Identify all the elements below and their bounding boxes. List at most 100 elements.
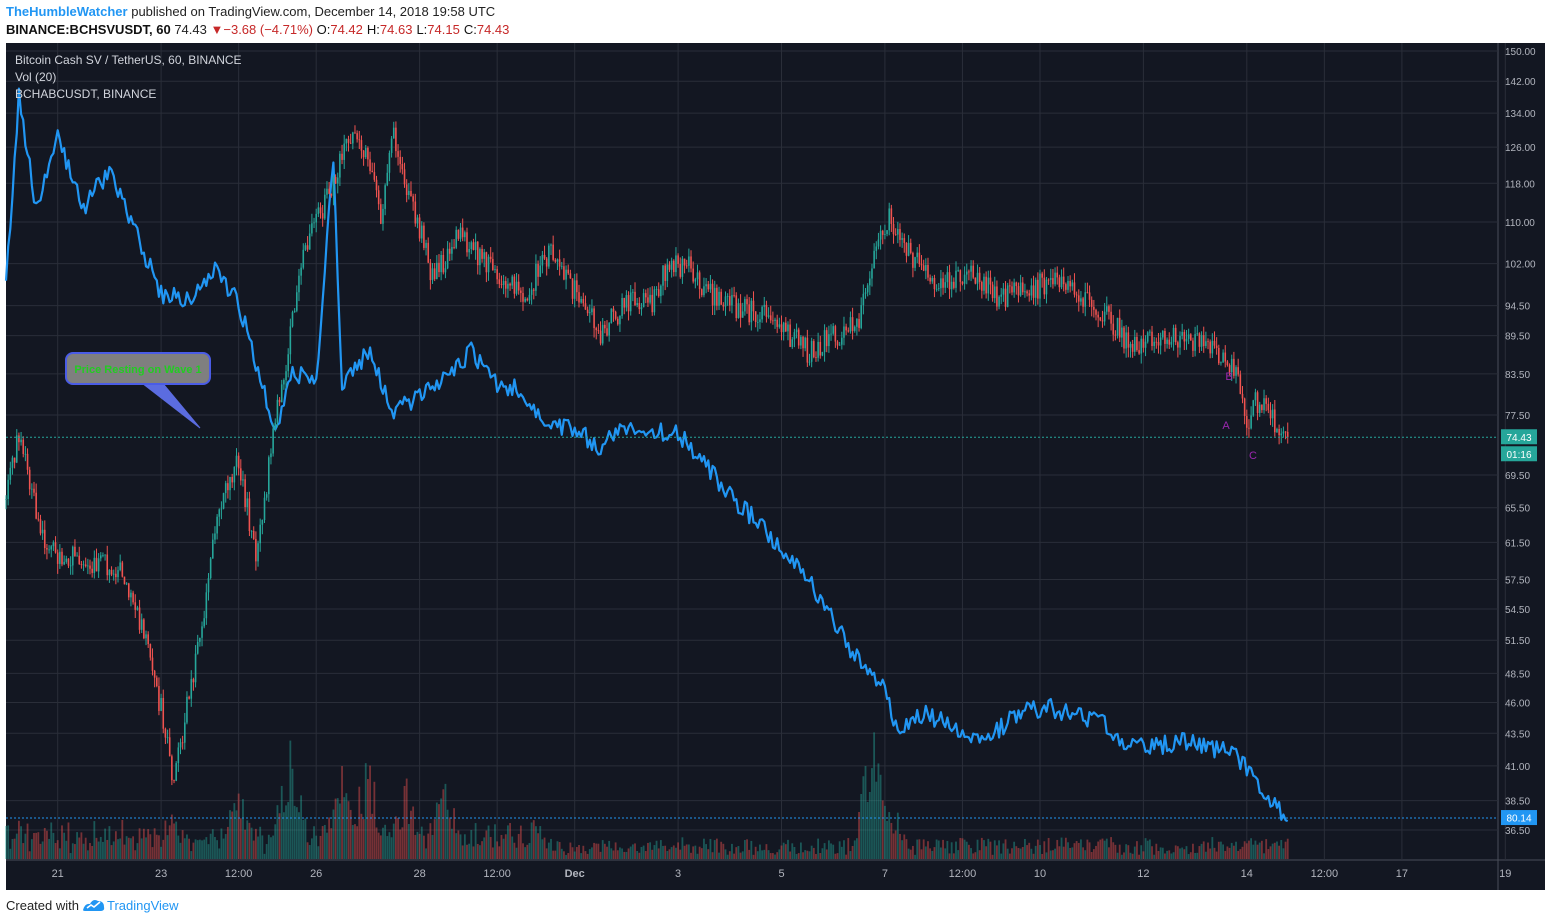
- candle-body: [1082, 298, 1084, 307]
- legend-compare[interactable]: BCHABCUSDT, BINANCE: [15, 87, 156, 101]
- candle-body: [384, 185, 386, 209]
- candle-body: [935, 288, 938, 290]
- volume-bar: [793, 846, 796, 859]
- candle-body: [961, 281, 964, 284]
- author-link[interactable]: TheHumbleWatcher: [6, 4, 128, 19]
- volume-bar: [1058, 846, 1061, 859]
- candle-body: [679, 263, 682, 277]
- legend-main[interactable]: Bitcoin Cash SV / TetherUS, 60, BINANCE: [15, 53, 242, 67]
- volume-bar: [494, 824, 496, 859]
- volume-bar: [642, 845, 645, 859]
- candle-body: [1185, 338, 1188, 342]
- volume-bar: [769, 853, 772, 859]
- volume-bar: [1041, 853, 1044, 859]
- x-tick-label: 12: [1137, 868, 1149, 880]
- volume-bar: [929, 848, 932, 859]
- candle-body: [476, 241, 479, 266]
- volume-bar: [356, 826, 359, 859]
- volume-bar: [1123, 852, 1125, 859]
- candle-body: [862, 293, 865, 306]
- time-axis[interactable]: [6, 860, 1545, 890]
- candle-body: [593, 308, 595, 329]
- candle-body: [754, 311, 757, 322]
- volume-bar: [1099, 839, 1102, 859]
- candle-body: [608, 323, 610, 336]
- candle-body: [248, 498, 251, 532]
- y-tick-label: 61.50: [1505, 538, 1530, 549]
- candle-body: [1129, 343, 1132, 348]
- volume-bar: [774, 854, 776, 859]
- candle-body: [1118, 317, 1121, 338]
- candle-body: [104, 554, 106, 556]
- candle-body: [201, 626, 203, 638]
- volume-bar: [1015, 846, 1018, 859]
- volume-bar: [1043, 841, 1046, 859]
- candle-body: [272, 428, 274, 454]
- candle-body: [1103, 311, 1106, 322]
- volume-bar: [80, 832, 83, 859]
- volume-bar: [140, 838, 143, 859]
- legend-volume[interactable]: Vol (20): [15, 70, 56, 84]
- y-tick-label: 36.50: [1505, 826, 1530, 837]
- volume-bar: [838, 841, 841, 859]
- volume-bar: [1008, 853, 1011, 859]
- candle-body: [1131, 343, 1134, 352]
- candle-body: [522, 292, 524, 302]
- volume-bar: [1235, 841, 1237, 859]
- candle-body: [461, 227, 464, 238]
- volume-bar: [662, 845, 664, 859]
- volume-bar: [1245, 843, 1248, 859]
- candle-body: [489, 256, 492, 259]
- callout-box[interactable]: [65, 352, 211, 385]
- volume-bar: [175, 821, 178, 859]
- callout-text: Price Resting on Wave 1: [74, 364, 201, 376]
- callout-annotation[interactable]: Price Resting on Wave 1: [65, 352, 211, 429]
- volume-bar: [881, 800, 884, 859]
- candle-body: [203, 618, 205, 627]
- volume-bar: [974, 852, 977, 859]
- candle-body: [431, 268, 434, 281]
- volume-bar: [659, 840, 662, 859]
- candle-body: [948, 272, 951, 290]
- candle-body: [841, 337, 843, 345]
- volume-bar: [403, 785, 406, 859]
- candle-body: [791, 339, 794, 347]
- volume-bar: [425, 848, 427, 859]
- volume-bar: [827, 840, 830, 859]
- volume-bar: [957, 850, 960, 859]
- candle-body: [414, 201, 417, 224]
- volume-bar: [451, 828, 453, 859]
- candle-body: [972, 265, 975, 278]
- candle-body: [507, 283, 509, 289]
- volume-bar: [93, 821, 96, 859]
- volume-bar: [715, 838, 718, 859]
- symbol-label: BINANCE:BCHSVUSDT, 60: [6, 22, 171, 37]
- volume-bar: [20, 826, 22, 859]
- tradingview-brand-link[interactable]: TradingView: [107, 898, 179, 913]
- compare-series-line[interactable]: [4, 87, 1289, 823]
- chart-frame[interactable]: 150.00 142.00 134.00 126.00 118.00 110.00 102.…: [0, 42, 1551, 897]
- price-chart[interactable]: 150.00 142.00 134.00 126.00 118.00 110.00 102.…: [0, 42, 1551, 892]
- volume-bar: [203, 839, 206, 859]
- volume-bar: [317, 846, 320, 859]
- volume-bar: [106, 839, 109, 859]
- candle-body: [726, 296, 729, 297]
- volume-bar: [791, 843, 794, 859]
- volume-bar: [498, 846, 501, 859]
- volume-bar: [48, 838, 50, 859]
- volume-bar: [601, 840, 604, 859]
- volume-bar: [349, 809, 352, 859]
- candle-body: [927, 264, 929, 278]
- volume-bar: [649, 842, 651, 859]
- volume-bar: [181, 830, 184, 859]
- volume-bar: [1194, 852, 1196, 859]
- volume-bar: [86, 850, 89, 859]
- volume-bar: [474, 823, 477, 859]
- volume-bar: [76, 832, 78, 859]
- candle-body: [823, 330, 826, 353]
- plot-area[interactable]: [6, 43, 1498, 860]
- candle-body: [373, 172, 376, 180]
- candle-body: [1235, 367, 1237, 376]
- tradingview-logo-icon[interactable]: [82, 894, 106, 916]
- candle-body: [56, 552, 59, 564]
